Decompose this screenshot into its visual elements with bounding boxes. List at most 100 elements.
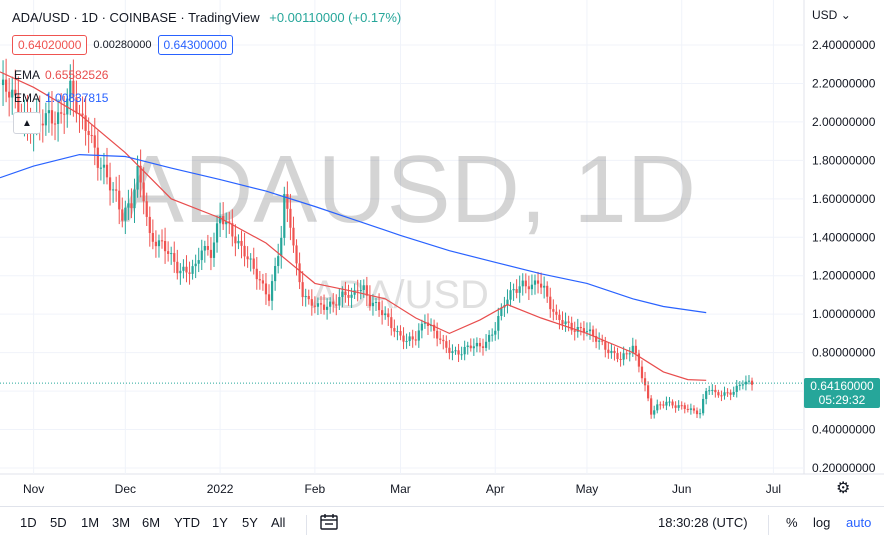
timeframe-5y[interactable]: 5Y bbox=[242, 515, 258, 530]
candle-body bbox=[475, 342, 478, 347]
percent-scale-toggle[interactable]: % bbox=[786, 515, 798, 530]
candle-body bbox=[399, 331, 402, 336]
candle-body bbox=[515, 289, 518, 293]
y-tick-label: 1.80000000 bbox=[812, 153, 876, 167]
ema-slow-legend[interactable]: EMA 1.00837815 bbox=[14, 91, 108, 105]
candle-body bbox=[518, 286, 521, 293]
candle-body bbox=[622, 353, 625, 360]
currency-label: USD bbox=[812, 8, 838, 22]
currency-selector[interactable]: USD ⌄ bbox=[812, 8, 851, 22]
sell-price-button[interactable]: 0.64020000 bbox=[12, 35, 88, 55]
chart-area[interactable]: ADAUSD, 1D ADA/USD 2.400000002.200000002… bbox=[0, 0, 884, 506]
candle-body bbox=[653, 410, 656, 415]
candle-body bbox=[491, 334, 494, 336]
candle-body bbox=[585, 331, 589, 333]
toolbar-divider bbox=[768, 515, 769, 535]
candle-body bbox=[414, 339, 417, 341]
candle-body bbox=[432, 324, 436, 331]
price-axis: 2.40000000 2.20000000 2.00000000 1.80000000… bbox=[812, 38, 876, 475]
candle-body bbox=[326, 306, 329, 310]
timeframe-all[interactable]: All bbox=[271, 515, 286, 530]
candle-body bbox=[105, 164, 109, 178]
candle-body bbox=[573, 330, 576, 332]
candle-body bbox=[521, 280, 524, 287]
candle-body bbox=[240, 240, 243, 246]
candle-body bbox=[133, 189, 136, 209]
candle-body bbox=[726, 392, 729, 394]
timeframe-3m[interactable]: 3M bbox=[112, 515, 131, 530]
candle-body bbox=[512, 289, 515, 291]
candle-body bbox=[650, 398, 653, 415]
candle-body bbox=[625, 353, 628, 355]
candle-body bbox=[714, 389, 717, 393]
bar-countdown: 05:29:32 bbox=[818, 393, 866, 407]
candle-body bbox=[173, 253, 176, 262]
candle-body bbox=[225, 221, 228, 225]
timeframe-1m[interactable]: 1M bbox=[81, 515, 100, 530]
candle-body bbox=[270, 281, 274, 301]
candle-body bbox=[598, 340, 601, 342]
candle-body bbox=[420, 323, 423, 331]
timeframe-ytd[interactable]: YTD bbox=[174, 515, 200, 530]
candle-body bbox=[280, 237, 283, 257]
candle-body bbox=[347, 294, 350, 298]
candle-body bbox=[686, 408, 689, 410]
candle-body bbox=[417, 330, 420, 341]
collapse-legend-button[interactable]: ▲ bbox=[13, 112, 41, 134]
y-tick-label: 1.40000000 bbox=[812, 230, 876, 244]
candle-body bbox=[527, 286, 530, 290]
price-change: +0.00110000 (+0.17%) bbox=[269, 10, 402, 25]
candle-body bbox=[708, 390, 711, 392]
candle-body bbox=[640, 366, 644, 379]
symbol-title[interactable]: ADA/USD · 1D · COINBASE · TradingView bbox=[12, 10, 260, 25]
candle-body bbox=[344, 291, 347, 295]
candle-body bbox=[539, 283, 543, 288]
candle-body bbox=[316, 303, 320, 307]
candle-body bbox=[478, 342, 482, 347]
candle-body bbox=[457, 350, 460, 355]
candle-body bbox=[381, 310, 384, 316]
gear-icon[interactable]: ⚙ bbox=[836, 480, 851, 497]
candle-body bbox=[561, 320, 564, 325]
candle-body bbox=[481, 346, 485, 348]
ema-fast-legend[interactable]: EMA 0.65582526 bbox=[14, 68, 108, 82]
candle-body bbox=[157, 240, 161, 247]
candle-body bbox=[206, 245, 209, 250]
candle-body bbox=[362, 285, 365, 291]
timeframe-1d[interactable]: 1D bbox=[20, 515, 37, 530]
candle-body bbox=[72, 80, 75, 98]
timeframe-1y[interactable]: 1Y bbox=[212, 515, 228, 530]
series-layer bbox=[0, 58, 804, 419]
candle-body bbox=[295, 245, 298, 264]
candle-body bbox=[695, 410, 699, 415]
log-scale-toggle[interactable]: log bbox=[813, 515, 831, 530]
candle-body bbox=[237, 240, 240, 244]
candle-body bbox=[677, 405, 680, 408]
candle-body bbox=[411, 336, 414, 340]
candle-body bbox=[717, 392, 720, 396]
timeframe-6m[interactable]: 6M bbox=[142, 515, 161, 530]
candle-body bbox=[121, 209, 124, 221]
candle-body bbox=[322, 304, 326, 310]
auto-scale-toggle[interactable]: auto bbox=[846, 515, 872, 530]
buy-price-button[interactable]: 0.64300000 bbox=[157, 35, 233, 55]
candle-body bbox=[371, 302, 375, 307]
candle-body bbox=[319, 303, 323, 305]
candle-body bbox=[96, 147, 99, 168]
watermark-big: ADAUSD, 1D bbox=[120, 136, 696, 243]
candle-body bbox=[307, 295, 310, 300]
candle-body bbox=[167, 251, 170, 254]
y-tick-label: 2.20000000 bbox=[812, 76, 876, 90]
timeframe-5d[interactable]: 5D bbox=[50, 515, 67, 530]
candle-body bbox=[298, 263, 301, 283]
utc-clock[interactable]: 18:30:28 (UTC) bbox=[658, 515, 748, 530]
candle-body bbox=[258, 279, 261, 281]
candle-body bbox=[634, 345, 637, 354]
candle-body bbox=[738, 384, 741, 386]
candle-body bbox=[50, 110, 54, 124]
last-price-label: 0.64160000 05:29:32 bbox=[804, 378, 880, 408]
candle-body bbox=[735, 385, 738, 392]
candle-body bbox=[292, 227, 295, 246]
candle-body bbox=[335, 304, 338, 306]
calendar-range-icon[interactable] bbox=[320, 514, 338, 535]
